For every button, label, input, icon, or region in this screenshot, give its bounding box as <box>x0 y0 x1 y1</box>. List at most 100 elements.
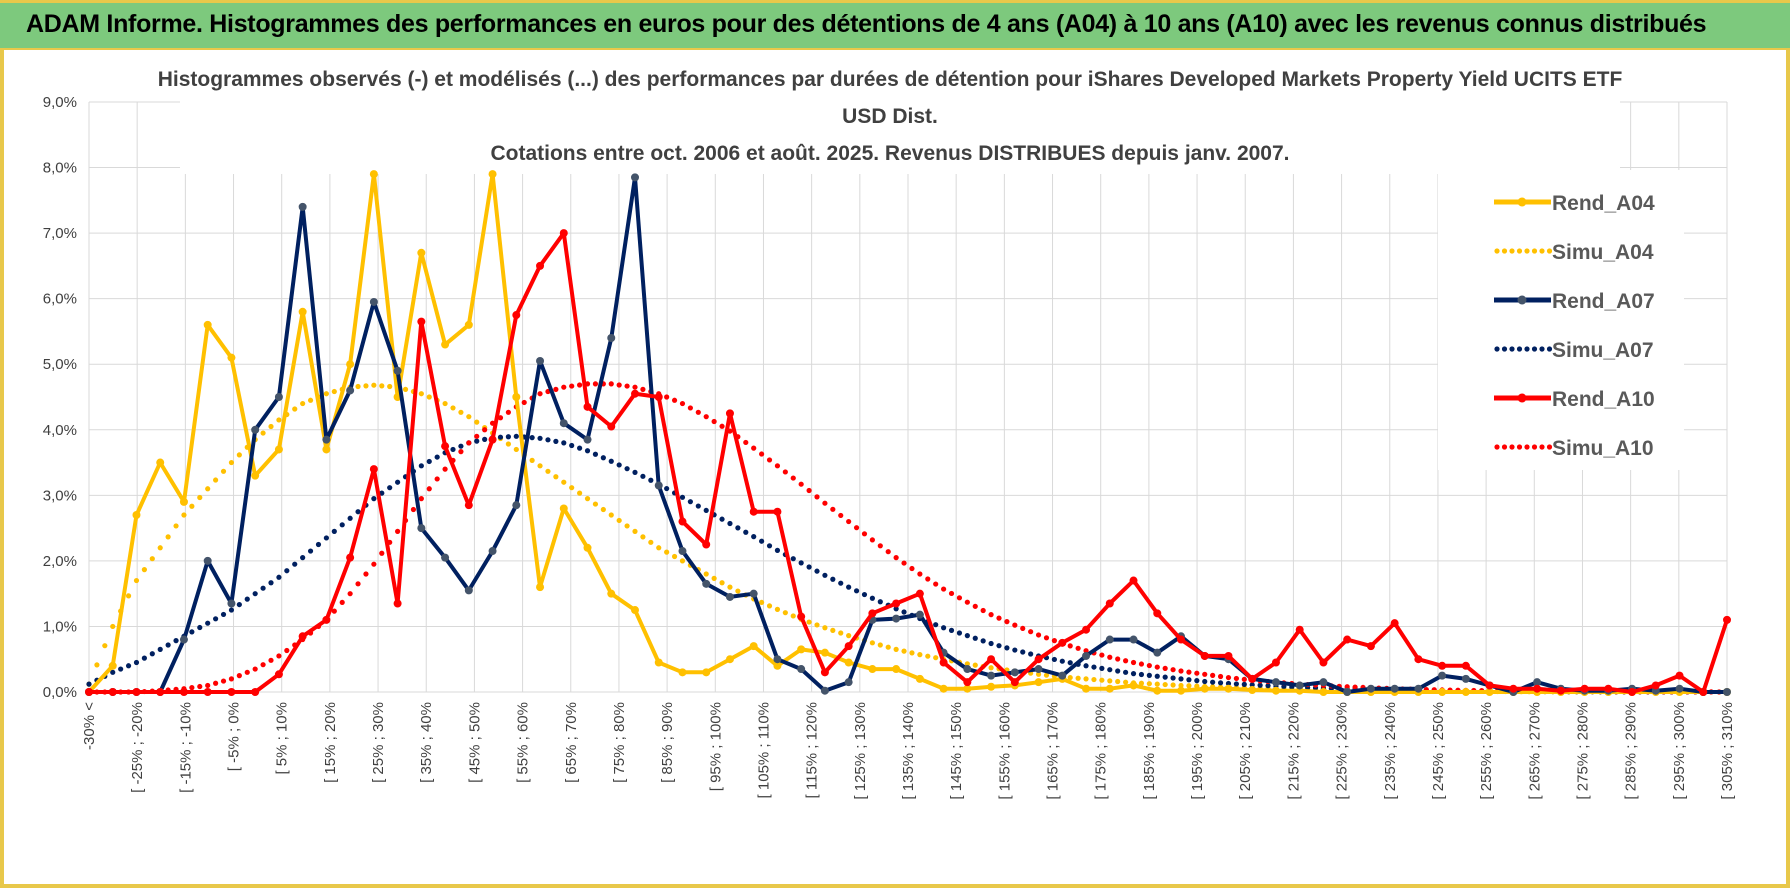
series-point <box>1233 675 1239 682</box>
series-point <box>820 668 829 677</box>
series-point <box>220 611 227 618</box>
series-point <box>1248 686 1257 695</box>
series-point <box>1058 638 1067 647</box>
series-point <box>205 486 211 492</box>
series-point <box>1082 625 1091 634</box>
series-point <box>213 477 219 483</box>
series-point <box>197 494 203 501</box>
series-point <box>679 494 686 500</box>
series-point <box>559 229 568 238</box>
series-point <box>205 620 211 626</box>
series-point <box>987 655 996 664</box>
x-tick-label: [ 165% ; 170% <box>1045 702 1062 800</box>
series-point <box>569 485 575 491</box>
series-point <box>915 674 924 683</box>
series-point <box>369 170 378 179</box>
series-point <box>307 397 314 403</box>
series-point <box>331 528 337 534</box>
series-point <box>371 561 377 567</box>
series-point <box>346 360 355 369</box>
series-point <box>631 606 639 615</box>
series-point <box>1075 645 1081 651</box>
series-Rend_A10 <box>85 229 1731 696</box>
series-point <box>1170 667 1176 673</box>
series-point <box>1461 661 1470 670</box>
legend-swatch <box>1509 346 1515 352</box>
series-point <box>179 688 188 696</box>
series-point <box>869 537 875 543</box>
series-point <box>173 523 179 529</box>
series-point <box>773 655 782 664</box>
series-point <box>608 381 614 387</box>
legend-marker <box>1517 197 1527 207</box>
series-point <box>474 438 480 444</box>
series-point <box>561 479 567 485</box>
series-point <box>1075 675 1081 681</box>
series-point <box>1178 676 1184 682</box>
series-point <box>505 434 511 440</box>
series-point <box>632 384 638 390</box>
series-point <box>749 642 758 651</box>
series-point <box>545 437 551 443</box>
series-point <box>315 541 322 548</box>
series-point <box>85 688 93 696</box>
series-point <box>1556 686 1565 695</box>
series-point <box>213 616 219 622</box>
series-point <box>203 556 212 565</box>
series-point <box>133 659 140 666</box>
series-point <box>702 668 711 677</box>
series-point <box>616 382 622 388</box>
chart-title: Histogrammes observés (-) et modélisés (… <box>158 56 1622 174</box>
series-point <box>179 497 188 506</box>
x-tick-label: [ 125% ; 130% <box>852 702 869 800</box>
series-point <box>1105 635 1114 644</box>
series-point <box>972 603 978 609</box>
series-point <box>228 676 235 682</box>
x-tick-label: [ -15% ; -10% <box>177 702 194 793</box>
series-point <box>1241 676 1247 682</box>
series-point <box>292 406 298 412</box>
series-point <box>933 622 939 628</box>
series-point <box>458 409 464 415</box>
series-point <box>1012 647 1018 653</box>
series-point <box>1107 667 1113 673</box>
legend-swatch <box>1501 248 1508 254</box>
series-point <box>583 543 592 552</box>
series-point <box>1225 680 1232 687</box>
series-point <box>387 485 393 491</box>
series-point <box>1083 663 1089 669</box>
series-point <box>1194 678 1200 684</box>
series-point <box>909 565 915 572</box>
series-point <box>719 580 725 586</box>
series-point <box>251 425 260 434</box>
series-point <box>648 477 654 483</box>
series-point <box>203 320 212 329</box>
x-tick-label: [ -5% ; 0% <box>226 702 243 771</box>
series-point <box>488 547 497 556</box>
x-tick-label: [ 175% ; 180% <box>1093 702 1110 800</box>
series-point <box>844 678 853 687</box>
series-point <box>1414 684 1423 693</box>
series-point <box>814 622 820 628</box>
series-point <box>806 487 812 494</box>
series-point <box>339 599 345 606</box>
series-point <box>963 678 972 687</box>
series-point <box>972 635 978 641</box>
series-point <box>1146 681 1152 687</box>
y-tick-label: 0,0% <box>43 684 77 701</box>
series-point <box>1217 680 1224 686</box>
series-point <box>624 383 630 389</box>
series-point <box>893 646 899 652</box>
series-point <box>108 688 117 696</box>
legend-swatch <box>1524 444 1530 450</box>
series-point <box>948 627 955 633</box>
series-point <box>743 529 749 535</box>
legend-swatch <box>1546 248 1553 254</box>
series-point <box>664 485 670 492</box>
series-point <box>814 568 820 574</box>
legend-marker <box>1517 393 1527 403</box>
x-tick-label: [ 75% ; 80% <box>611 702 628 783</box>
series-point <box>1067 674 1073 681</box>
series-point <box>869 640 875 646</box>
series-point <box>774 463 781 469</box>
